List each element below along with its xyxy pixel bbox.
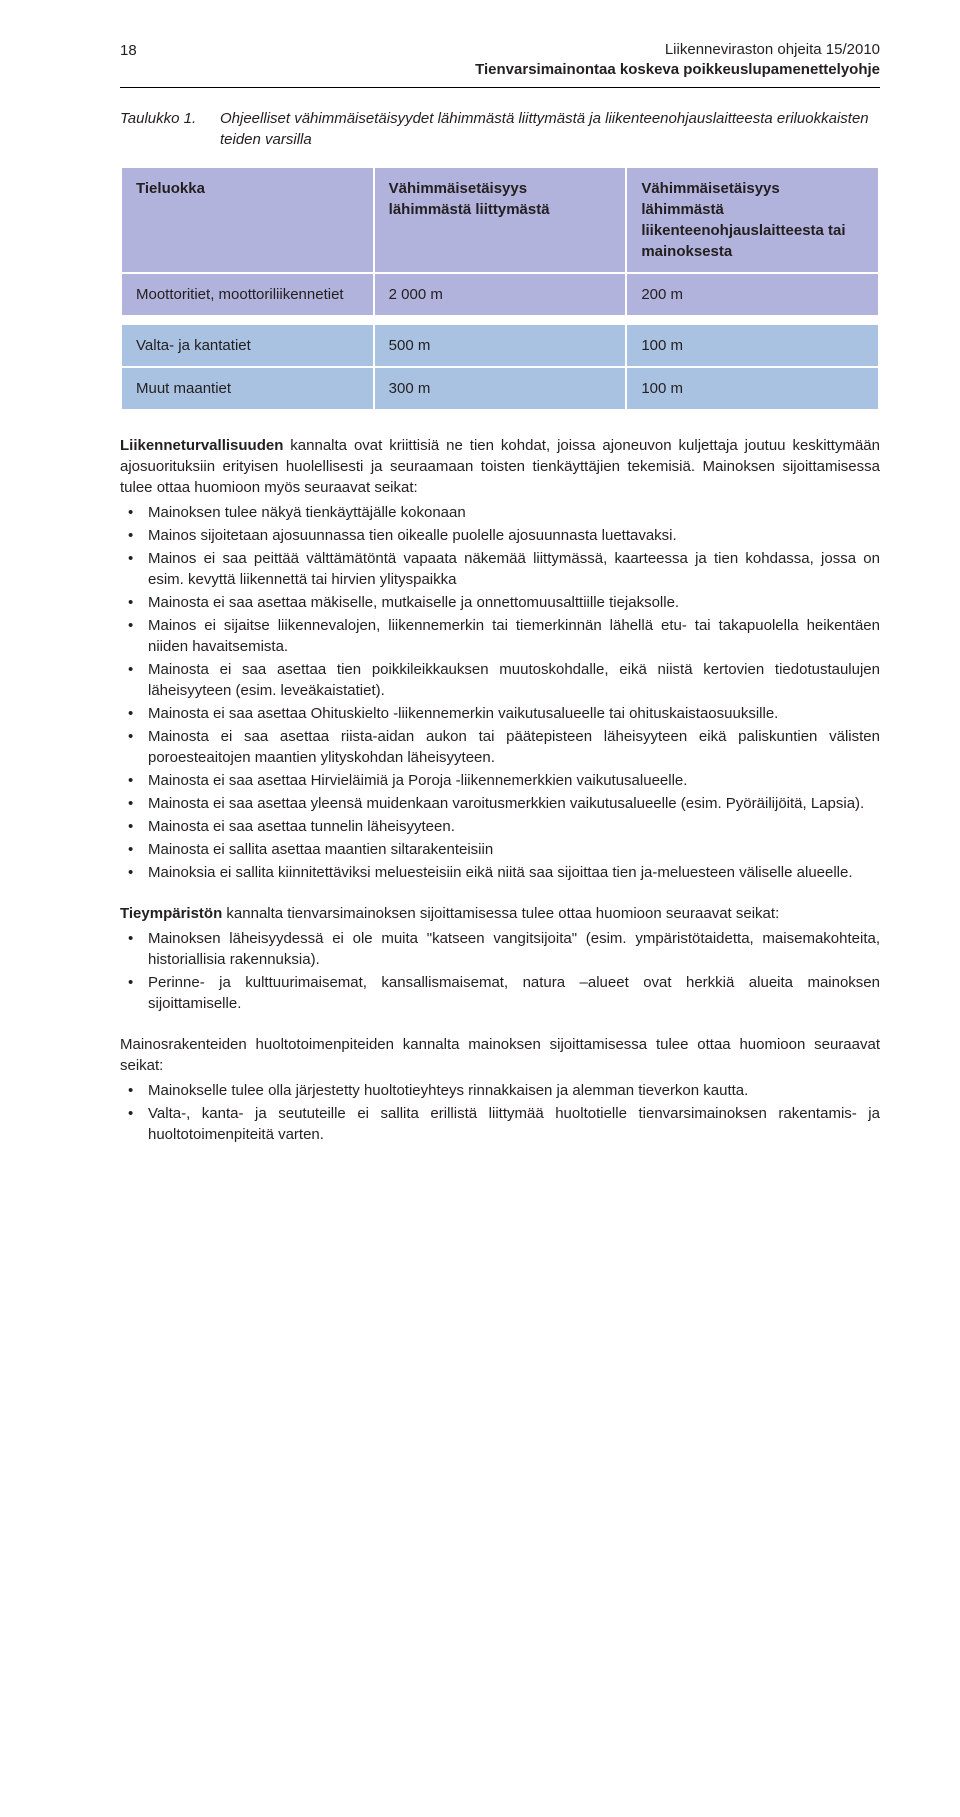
list-item: Mainos sijoitetaan ajosuunnassa tien oik…	[148, 525, 880, 546]
header-subtitle: Tienvarsimainontaa koskeva poikkeuslupam…	[475, 60, 880, 80]
header-rule	[120, 87, 880, 88]
list-item: Mainokselle tulee olla järjestetty huolt…	[148, 1080, 880, 1101]
list-item: Mainosta ei saa asettaa riista-aidan auk…	[148, 726, 880, 768]
header-title: Liikenneviraston ohjeita 15/2010	[475, 40, 880, 60]
para-liikenneturvallisuus: Liikenneturvallisuuden kannalta ovat kri…	[120, 435, 880, 498]
table-cell: 2 000 m	[374, 273, 627, 316]
table-cell: 100 m	[626, 324, 879, 367]
list-item: Mainoksia ei sallita kiinnitettäviksi me…	[148, 862, 880, 883]
table-caption-label: Taulukko 1.	[120, 108, 220, 129]
table-row: Valta- ja kantatiet500 m100 m	[121, 324, 879, 367]
distance-table: TieluokkaVähimmäisetäisyys lähimmästä li…	[120, 166, 880, 411]
list-item: Mainosta ei saa asettaa tunnelin läheisy…	[148, 816, 880, 837]
para1-lead: Liikenneturvallisuuden	[120, 437, 283, 454]
table-cell: Moottoritiet, moottoriliikennetiet	[121, 273, 374, 316]
para2-rest: kannalta tienvarsimainoksen sijoittamise…	[222, 905, 779, 922]
list-item: Perinne- ja kulttuurimaisemat, kansallis…	[148, 972, 880, 1014]
list-item: Mainoksen tulee näkyä tienkäyttäjälle ko…	[148, 502, 880, 523]
table-caption-desc: Ohjeelliset vähimmäisetäisyydet lähimmäs…	[220, 108, 880, 150]
table-row: Muut maantiet300 m100 m	[121, 367, 879, 410]
table-row: Moottoritiet, moottoriliikennetiet2 000 …	[121, 273, 879, 316]
list-item: Mainosta ei sallita asettaa maantien sil…	[148, 839, 880, 860]
table-cell: 200 m	[626, 273, 879, 316]
list-item: Mainosta ei saa asettaa tien poikkileikk…	[148, 659, 880, 701]
para-tieymparisto: Tieympäristön kannalta tienvarsimainokse…	[120, 903, 880, 924]
table-col-2: Vähimmäisetäisyys lähimmästä liikenteeno…	[626, 167, 879, 273]
table-col-0: Tieluokka	[121, 167, 374, 273]
table-col-1: Vähimmäisetäisyys lähimmästä liittymästä	[374, 167, 627, 273]
para-mainosrakenteet: Mainosrakenteiden huoltotoimenpiteiden k…	[120, 1034, 880, 1076]
list-item: Mainosta ei saa asettaa Ohituskielto -li…	[148, 703, 880, 724]
table-head: TieluokkaVähimmäisetäisyys lähimmästä li…	[121, 167, 879, 273]
bullet-list-3: Mainokselle tulee olla järjestetty huolt…	[120, 1080, 880, 1145]
list-item: Mainosta ei saa asettaa Hirvieläimiä ja …	[148, 770, 880, 791]
list-item: Valta-, kanta- ja seututeille ei sallita…	[148, 1103, 880, 1145]
list-item: Mainoksen läheisyydessä ei ole muita "ka…	[148, 928, 880, 970]
table-cell: Muut maantiet	[121, 367, 374, 410]
table-cell: 300 m	[374, 367, 627, 410]
para3-text: Mainosrakenteiden huoltotoimenpiteiden k…	[120, 1036, 880, 1074]
table-cell: 500 m	[374, 324, 627, 367]
page-header: 18 Liikenneviraston ohjeita 15/2010 Tien…	[120, 40, 880, 81]
table-cell: 100 m	[626, 367, 879, 410]
list-item: Mainosta ei saa asettaa mäkiselle, mutka…	[148, 592, 880, 613]
list-item: Mainosta ei saa asettaa yleensä muidenka…	[148, 793, 880, 814]
page-number: 18	[120, 40, 137, 61]
table-cell: Valta- ja kantatiet	[121, 324, 374, 367]
list-item: Mainos ei saa peittää välttämätöntä vapa…	[148, 548, 880, 590]
header-text-block: Liikenneviraston ohjeita 15/2010 Tienvar…	[475, 40, 880, 81]
list-item: Mainos ei sijaitse liikennevalojen, liik…	[148, 615, 880, 657]
para2-lead: Tieympäristön	[120, 905, 222, 922]
bullet-list-1: Mainoksen tulee näkyä tienkäyttäjälle ko…	[120, 502, 880, 883]
table-caption-row: Taulukko 1. Ohjeelliset vähimmäisetäisyy…	[120, 108, 880, 150]
bullet-list-2: Mainoksen läheisyydessä ei ole muita "ka…	[120, 928, 880, 1014]
